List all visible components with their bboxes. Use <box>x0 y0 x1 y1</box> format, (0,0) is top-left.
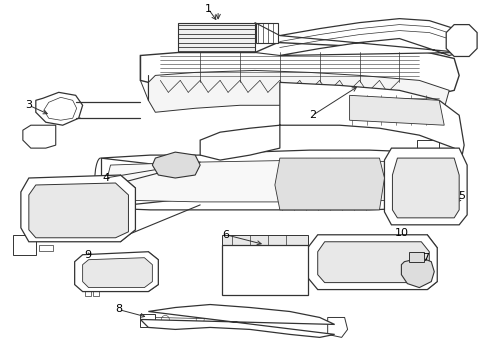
Polygon shape <box>100 150 461 210</box>
Polygon shape <box>200 82 464 160</box>
Polygon shape <box>85 288 91 296</box>
Polygon shape <box>105 160 449 202</box>
Polygon shape <box>21 175 135 242</box>
Text: 6: 6 <box>222 230 230 240</box>
Polygon shape <box>409 252 424 262</box>
Polygon shape <box>39 235 53 241</box>
Polygon shape <box>222 235 308 245</box>
Polygon shape <box>308 235 437 289</box>
Polygon shape <box>141 305 335 337</box>
Polygon shape <box>417 140 439 150</box>
Polygon shape <box>222 245 308 294</box>
Text: 1: 1 <box>205 4 212 14</box>
Polygon shape <box>141 315 155 328</box>
Polygon shape <box>74 252 158 292</box>
Text: 9: 9 <box>84 250 91 260</box>
Polygon shape <box>349 95 444 125</box>
Polygon shape <box>39 245 53 251</box>
Polygon shape <box>93 288 98 296</box>
Polygon shape <box>148 71 449 112</box>
Polygon shape <box>401 258 434 288</box>
Polygon shape <box>256 23 278 42</box>
Polygon shape <box>36 92 83 125</box>
Polygon shape <box>280 19 464 55</box>
Polygon shape <box>152 152 200 178</box>
Polygon shape <box>178 23 255 53</box>
Polygon shape <box>328 318 347 337</box>
Polygon shape <box>385 148 467 225</box>
Polygon shape <box>318 242 429 283</box>
Polygon shape <box>29 183 128 238</box>
Polygon shape <box>44 97 76 120</box>
Polygon shape <box>23 125 56 148</box>
Polygon shape <box>392 158 459 218</box>
Text: 4: 4 <box>102 173 109 183</box>
Polygon shape <box>13 235 36 255</box>
Polygon shape <box>141 42 459 98</box>
Polygon shape <box>275 158 385 210</box>
Text: 7: 7 <box>422 253 429 263</box>
Polygon shape <box>446 24 477 57</box>
Text: 3: 3 <box>25 100 32 110</box>
Text: 5: 5 <box>459 191 466 201</box>
Text: 10: 10 <box>394 228 408 238</box>
Polygon shape <box>83 258 152 288</box>
Text: 2: 2 <box>309 110 317 120</box>
Text: 8: 8 <box>115 305 122 315</box>
